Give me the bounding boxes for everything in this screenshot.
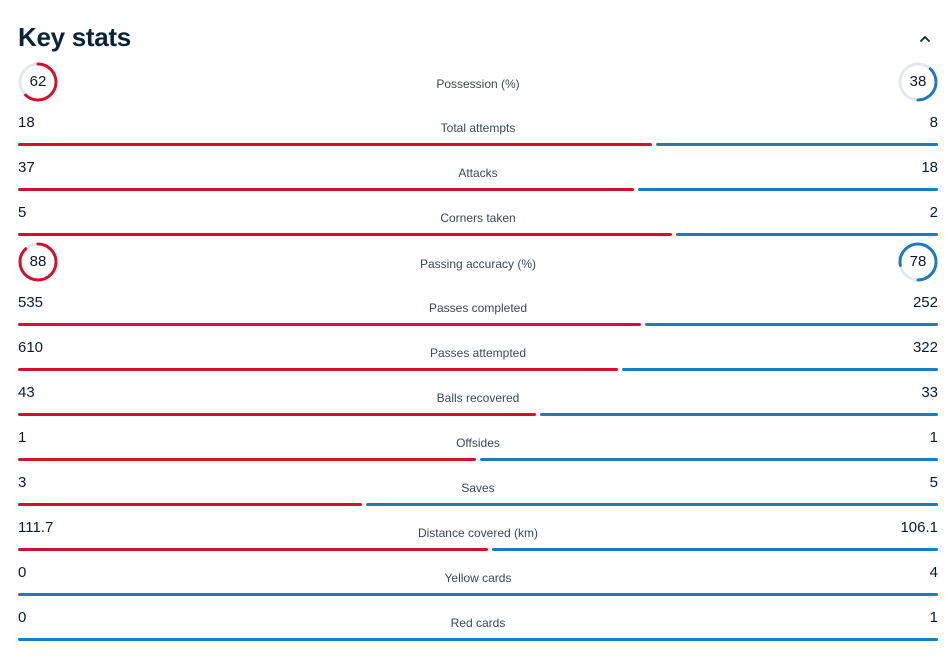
away-bar (18, 638, 938, 641)
stat-label: Passes completed (428, 301, 528, 315)
away-value: 5 (929, 474, 938, 491)
home-ring: 62 (18, 62, 58, 102)
stat-row: Offsides 1 1 (18, 422, 938, 467)
away-value: 18 (921, 159, 938, 176)
away-bar (676, 233, 938, 236)
comparison-bar (18, 413, 938, 416)
away-bar (18, 593, 938, 596)
away-ring: 78 (898, 242, 938, 282)
home-bar (18, 413, 537, 416)
away-bar (491, 548, 938, 551)
away-value: 8 (929, 114, 938, 131)
home-bar (18, 143, 653, 146)
home-bar (18, 188, 635, 191)
home-value: 610 (18, 339, 44, 356)
away-bar (365, 503, 938, 506)
stat-label: Distance covered (km) (417, 526, 539, 540)
stat-label: Saves (461, 481, 495, 495)
stat-row: Passes completed 535 252 (18, 287, 938, 332)
home-bar (18, 368, 618, 371)
home-value: 1 (18, 429, 27, 446)
comparison-bar (18, 503, 938, 506)
away-bar (540, 413, 938, 416)
away-bar (656, 143, 938, 146)
away-value: 78 (909, 253, 927, 270)
comparison-bar (18, 548, 938, 551)
home-value: 88 (29, 253, 47, 270)
stat-row: Saves 3 5 (18, 467, 938, 512)
home-value: 62 (29, 73, 47, 90)
away-value: 4 (929, 564, 938, 581)
home-value: 111.7 (18, 519, 54, 536)
away-value: 2 (929, 204, 938, 221)
home-bar (18, 548, 488, 551)
key-stats-header: Key stats (18, 22, 936, 58)
away-value: 1 (929, 429, 938, 446)
away-ring-arc (898, 242, 938, 282)
home-value: 18 (18, 114, 35, 131)
stat-label: Offsides (456, 436, 500, 450)
stat-label: Attacks (458, 166, 498, 180)
away-value: 322 (912, 339, 938, 356)
stat-label: Red cards (450, 616, 506, 630)
stat-row: Balls recovered 43 33 (18, 377, 938, 422)
home-bar (18, 503, 362, 506)
stat-label: Possession (%) (436, 77, 520, 91)
home-value: 43 (18, 384, 35, 401)
away-value: 33 (921, 384, 938, 401)
home-value: 5 (18, 204, 27, 221)
home-value: 3 (18, 474, 27, 491)
comparison-bar (18, 323, 938, 326)
stat-label: Passing accuracy (%) (419, 257, 537, 271)
home-bar (18, 233, 673, 236)
stat-row: Attacks 37 18 (18, 152, 938, 197)
collapse-button[interactable] (914, 28, 936, 50)
stat-row: Passes attempted 610 322 (18, 332, 938, 377)
home-value: 37 (18, 159, 35, 176)
home-bar (18, 458, 476, 461)
home-value: 535 (18, 294, 44, 311)
away-bar (621, 368, 938, 371)
stat-row: Corners taken 5 2 (18, 197, 938, 242)
stat-row: Distance covered (km) 111.7 106.1 (18, 512, 938, 557)
stats-list: Possession (%) 62 38 Total attempts 18 8 Attac… (18, 62, 938, 647)
home-bar (18, 323, 641, 326)
section-title: Key stats (18, 22, 131, 52)
stat-label: Balls recovered (436, 391, 520, 405)
stat-row: Total attempts 18 8 (18, 107, 938, 152)
home-value: 0 (18, 564, 27, 581)
comparison-bar (18, 188, 938, 191)
away-value: 252 (912, 294, 938, 311)
comparison-bar (18, 593, 938, 596)
home-value: 0 (18, 609, 27, 626)
comparison-bar (18, 458, 938, 461)
away-bar (480, 458, 938, 461)
stat-row: Red cards 0 1 (18, 602, 938, 647)
home-ring-arc (18, 62, 58, 102)
away-bar (638, 188, 938, 191)
comparison-bar (18, 638, 938, 641)
chevron-up-icon (920, 36, 930, 42)
stat-label: Yellow cards (444, 571, 512, 585)
away-value: 1 (929, 609, 938, 626)
away-value: 106.1 (900, 519, 938, 536)
away-ring-arc (898, 62, 938, 102)
stat-row: Possession (%) 62 38 (18, 62, 938, 107)
comparison-bar (18, 143, 938, 146)
stat-label: Corners taken (440, 211, 516, 225)
away-ring: 38 (898, 62, 938, 102)
stat-row: Yellow cards 0 4 (18, 557, 938, 602)
comparison-bar (18, 368, 938, 371)
home-ring: 88 (18, 242, 58, 282)
away-value: 38 (909, 73, 927, 90)
stat-label: Passes attempted (429, 346, 527, 360)
home-ring-arc (18, 242, 58, 282)
away-bar (644, 323, 938, 326)
comparison-bar (18, 233, 938, 236)
stat-label: Total attempts (440, 121, 516, 135)
stat-row: Passing accuracy (%) 88 78 (18, 242, 938, 287)
